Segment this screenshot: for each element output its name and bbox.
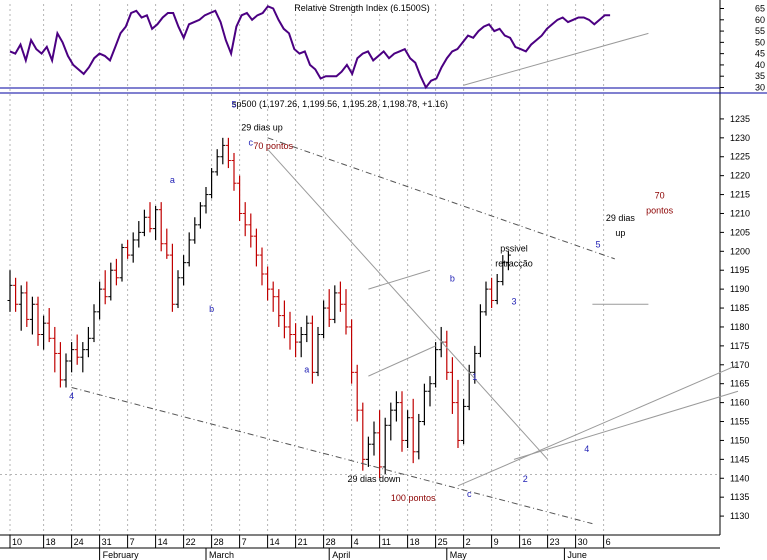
annotation-4: 29 dias bbox=[606, 213, 636, 223]
wave-label-2: a bbox=[170, 175, 175, 185]
price-ytick-label-0: 1235 bbox=[730, 114, 750, 124]
annotation-7: pontos bbox=[646, 205, 674, 215]
annotation-0: 29 dias up bbox=[241, 122, 283, 132]
rsi-ytick-label-7: 30 bbox=[755, 82, 765, 92]
xtick-label-5: 14 bbox=[158, 537, 168, 547]
price-ytick-label-15: 1160 bbox=[730, 398, 749, 408]
price-ytick-label-1: 1230 bbox=[730, 133, 750, 143]
price-ytick-label-9: 1190 bbox=[730, 284, 749, 294]
rsi-series-line bbox=[9, 5, 611, 90]
rsi-trendline bbox=[463, 32, 649, 86]
rsi-ytick-label-0: 65 bbox=[755, 4, 765, 14]
xtick-label-6: 22 bbox=[186, 537, 196, 547]
price-ytick-label-14: 1165 bbox=[730, 379, 749, 389]
xtick-label-20: 30 bbox=[578, 537, 588, 547]
rsi-ytick-label-1: 60 bbox=[755, 15, 765, 25]
price-ytick-label-13: 1170 bbox=[730, 360, 749, 370]
xtick-label-4: 7 bbox=[130, 537, 135, 547]
xtick-label-17: 9 bbox=[494, 537, 499, 547]
annotation-1: 70 pontos bbox=[253, 141, 293, 151]
xtick-label-7: 28 bbox=[214, 537, 224, 547]
wave-label-7: 1 bbox=[472, 372, 477, 382]
rsi-ytick-label-6: 35 bbox=[755, 71, 765, 81]
price-ytick-label-6: 1205 bbox=[730, 227, 750, 237]
xtick-label-0: 10 bbox=[12, 537, 22, 547]
price-ytick-label-7: 1200 bbox=[730, 246, 750, 256]
annotation-8: 29 dias down bbox=[347, 474, 400, 484]
price-ytick-label-5: 1210 bbox=[730, 208, 750, 218]
wave-label-3: b bbox=[209, 304, 214, 314]
xtick-label-8: 7 bbox=[242, 537, 247, 547]
price-ytick-label-18: 1145 bbox=[730, 454, 749, 464]
xtick-label-18: 16 bbox=[522, 537, 532, 547]
wave-label-4: a bbox=[304, 364, 309, 374]
month-label-1: March bbox=[209, 550, 234, 560]
xtick-label-9: 14 bbox=[270, 537, 280, 547]
trendline-6 bbox=[368, 345, 436, 377]
price-ytick-label-3: 1220 bbox=[730, 171, 750, 181]
month-label-2: April bbox=[332, 550, 350, 560]
trendline-3 bbox=[457, 364, 739, 487]
rsi-ytick-label-5: 40 bbox=[755, 60, 765, 70]
annotation-2: pssivel bbox=[500, 243, 528, 253]
xtick-label-14: 18 bbox=[410, 537, 420, 547]
annotation-3: retracção bbox=[495, 258, 533, 268]
price-ytick-label-20: 1135 bbox=[730, 492, 749, 502]
price-ytick-label-12: 1175 bbox=[730, 341, 749, 351]
wave-label-6: 3 bbox=[511, 296, 516, 306]
price-ytick-label-21: 1130 bbox=[730, 511, 749, 521]
price-ytick-label-16: 1155 bbox=[730, 417, 749, 427]
xtick-label-11: 28 bbox=[326, 537, 336, 547]
xtick-label-15: 25 bbox=[438, 537, 448, 547]
trendline-5 bbox=[368, 269, 431, 290]
month-label-3: May bbox=[450, 550, 468, 560]
trendline-4 bbox=[513, 390, 739, 460]
trendline-2 bbox=[267, 148, 548, 460]
wave-label-10: 4 bbox=[69, 391, 74, 401]
xtick-label-2: 24 bbox=[74, 537, 84, 547]
rsi-ytick-label-2: 55 bbox=[755, 26, 765, 36]
price-ytick-label-10: 1185 bbox=[730, 303, 749, 313]
xtick-label-19: 23 bbox=[550, 537, 560, 547]
trendline-1 bbox=[71, 386, 593, 525]
xtick-label-1: 18 bbox=[46, 537, 56, 547]
xtick-label-12: 4 bbox=[354, 537, 359, 547]
annotation-6: 70 bbox=[655, 190, 665, 200]
wave-label-8: 2 bbox=[523, 474, 528, 484]
xtick-label-13: 11 bbox=[382, 537, 391, 547]
wave-label-5: b bbox=[450, 274, 455, 284]
wave-label-1: c bbox=[249, 137, 254, 147]
price-ytick-label-11: 1180 bbox=[730, 322, 749, 332]
price-title: sp500 (1,197.26, 1,199.56, 1,195.28, 1,1… bbox=[232, 99, 448, 109]
xtick-label-16: 2 bbox=[466, 537, 471, 547]
rsi-title: Relative Strength Index (6.1500S) bbox=[294, 3, 430, 13]
price-ytick-label-19: 1140 bbox=[730, 473, 749, 483]
price-ytick-label-8: 1195 bbox=[730, 265, 749, 275]
month-label-0: February bbox=[103, 550, 140, 560]
wave-label-9: c bbox=[467, 489, 472, 499]
wave-label-0: 5 bbox=[231, 100, 236, 110]
rsi-ytick-label-4: 45 bbox=[755, 49, 765, 59]
price-ytick-label-4: 1215 bbox=[730, 190, 750, 200]
trendline-0 bbox=[267, 137, 615, 260]
price-ytick-label-17: 1150 bbox=[730, 435, 749, 445]
wave-label-12: 5 bbox=[595, 240, 600, 250]
xtick-label-21: 6 bbox=[606, 537, 611, 547]
xtick-label-3: 31 bbox=[102, 537, 112, 547]
annotation-5: up bbox=[615, 228, 625, 238]
rsi-ytick-label-3: 50 bbox=[755, 37, 765, 47]
annotation-9: 100 pontos bbox=[391, 493, 436, 503]
month-label-4: June bbox=[567, 550, 587, 560]
wave-label-11: 4 bbox=[584, 444, 589, 454]
xtick-label-10: 21 bbox=[298, 537, 308, 547]
price-ytick-label-2: 1225 bbox=[730, 152, 750, 162]
